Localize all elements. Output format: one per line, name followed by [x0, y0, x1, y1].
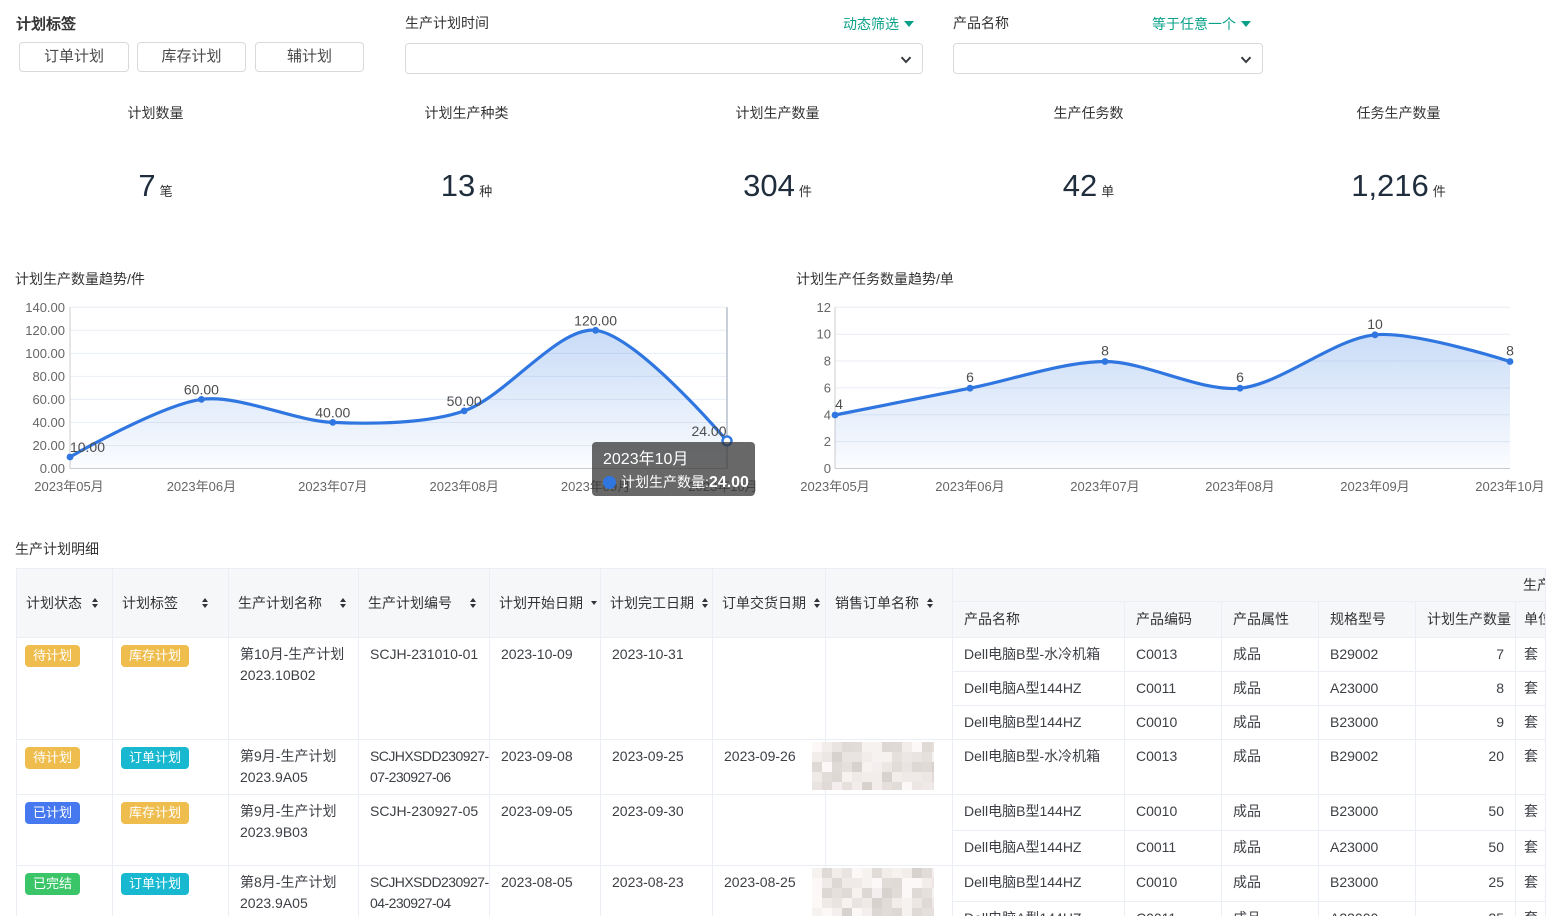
svg-text:140.00: 140.00	[25, 300, 65, 315]
svg-text:2023年08月: 2023年08月	[1205, 479, 1274, 494]
svg-text:80.00: 80.00	[32, 369, 65, 384]
svg-text:2: 2	[824, 434, 831, 449]
svg-text:4: 4	[835, 396, 843, 412]
svg-text:0: 0	[824, 461, 831, 476]
svg-text:120.00: 120.00	[25, 323, 65, 338]
svg-text:2023年05月: 2023年05月	[34, 479, 103, 494]
svg-text:2023年10月: 2023年10月	[1475, 479, 1544, 494]
svg-text:2023年09月: 2023年09月	[1340, 479, 1409, 494]
svg-text:2023年06月: 2023年06月	[935, 479, 1004, 494]
svg-text:40.00: 40.00	[315, 404, 350, 420]
svg-text:0.00: 0.00	[40, 461, 65, 476]
svg-text:8: 8	[1506, 343, 1514, 359]
svg-text:10.00: 10.00	[70, 439, 105, 455]
svg-text:50.00: 50.00	[447, 393, 482, 409]
svg-text:2023年07月: 2023年07月	[298, 479, 367, 494]
svg-text:8: 8	[1101, 343, 1109, 359]
svg-text:24.00: 24.00	[691, 423, 726, 439]
svg-text:2023年06月: 2023年06月	[167, 479, 236, 494]
svg-text:10: 10	[817, 327, 831, 342]
svg-text:2023年05月: 2023年05月	[800, 479, 869, 494]
svg-text:6: 6	[966, 369, 974, 385]
svg-text:12: 12	[817, 300, 831, 315]
svg-text:40.00: 40.00	[32, 415, 65, 430]
svg-text:4: 4	[824, 407, 831, 422]
svg-text:2023年08月: 2023年08月	[430, 479, 499, 494]
svg-text:120.00: 120.00	[574, 312, 617, 328]
svg-text:60.00: 60.00	[184, 381, 219, 397]
svg-text:6: 6	[824, 380, 831, 395]
svg-text:10: 10	[1367, 316, 1383, 332]
svg-text:6: 6	[1236, 369, 1244, 385]
svg-text:100.00: 100.00	[25, 346, 65, 361]
svg-text:20.00: 20.00	[32, 438, 65, 453]
svg-text:60.00: 60.00	[32, 392, 65, 407]
svg-text:8: 8	[824, 354, 831, 369]
svg-text:2023年07月: 2023年07月	[1070, 479, 1139, 494]
